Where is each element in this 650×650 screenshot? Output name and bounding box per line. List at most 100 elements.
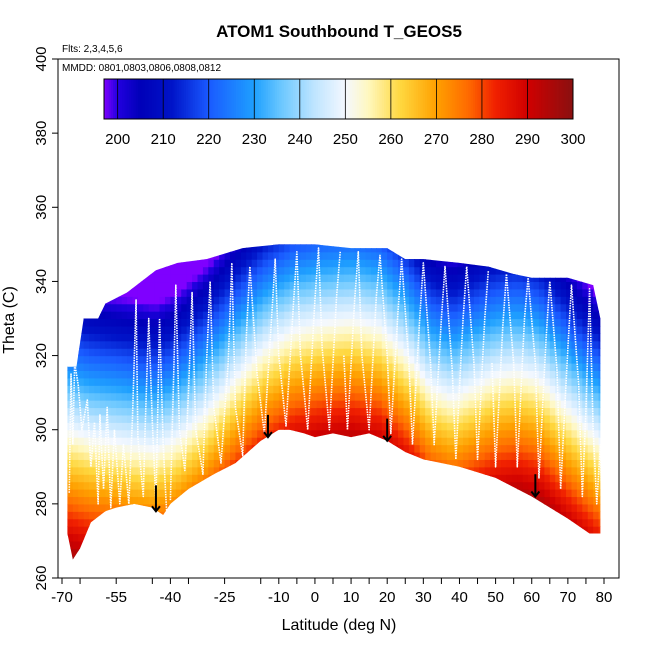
heatmap-cell [121,466,128,475]
heatmap-cell [587,451,594,460]
heatmap-cell [316,414,323,423]
heatmap-cell [127,555,134,560]
heatmap-cell [219,259,226,268]
heatmap-cell [354,422,361,431]
heatmap-cell [89,437,96,446]
heatmap-cell [105,303,112,312]
heatmap-cell [354,348,361,357]
heatmap-cell [110,274,117,283]
heatmap-cell [246,437,253,446]
colorbar-swatch [402,79,405,119]
colorbar-swatch [566,79,569,119]
heatmap-cell [110,526,117,535]
colorbar-swatch [144,79,148,119]
heatmap-cell [549,422,556,431]
heatmap-cell [549,474,556,483]
heatmap-cell [365,377,372,386]
heatmap-cell [343,481,350,490]
heatmap-cell [370,526,377,535]
heatmap-cell [72,511,79,520]
heatmap-cell [598,318,601,327]
heatmap-cell [587,533,594,542]
heatmap-cell [490,362,497,371]
heatmap-cell [511,496,518,505]
heatmap-cell [441,407,448,416]
heatmap-cell [533,540,540,549]
heatmap-cell [224,266,231,275]
heatmap-cell [137,392,144,401]
heatmap-cell [94,459,101,468]
heatmap-cell [311,325,318,334]
heatmap-cell [338,362,345,371]
heatmap-cell [571,251,578,260]
heatmap-cell [257,437,264,446]
heatmap-cell [387,348,394,357]
heatmap-cell [452,400,459,409]
heatmap-cell [571,407,578,416]
heatmap-cell [522,496,529,505]
colorbar-swatch [133,79,137,119]
heatmap-cell [305,526,312,535]
heatmap-cell [154,392,161,401]
heatmap-cell [538,429,545,438]
heatmap-cell [89,281,96,290]
heatmap-cell [208,444,215,453]
heatmap-cell [495,355,502,364]
heatmap-cell [78,437,85,446]
heatmap-cell [571,362,578,371]
heatmap-cell [587,474,594,483]
heatmap-cell [479,548,486,557]
heatmap-cell [278,385,285,394]
heatmap-cell [349,429,356,438]
heatmap-cell [143,266,150,275]
heatmap-cell [582,355,589,364]
heatmap-cell [159,355,166,364]
colorbar-swatch [352,79,355,119]
heatmap-cell [175,303,182,312]
heatmap-cell [235,437,242,446]
heatmap-cell [262,318,269,327]
heatmap-cell [376,370,383,379]
heatmap-cell [154,474,161,483]
heatmap-cell [544,474,551,483]
heatmap-cell [305,503,312,512]
heatmap-cell [349,526,356,535]
heatmap-cell [192,540,199,549]
heatmap-cell [213,518,220,527]
heatmap-cell [365,459,372,468]
heatmap-cell [246,370,253,379]
heatmap-cell [89,274,96,283]
heatmap-cell [295,414,302,423]
heatmap-cell [311,451,318,460]
heatmap-cell [490,274,497,283]
heatmap-cell [349,459,356,468]
heatmap-cell [408,474,415,483]
heatmap-cell [116,311,123,320]
heatmap-cell [398,437,405,446]
heatmap-cell [284,259,291,268]
y-axis-label: Theta (C) [1,286,18,354]
heatmap-cell [89,348,96,357]
colorbar-swatch [208,79,212,119]
heatmap-cell [164,244,171,245]
heatmap-cell [468,288,475,297]
heatmap-cell [430,503,437,512]
heatmap-cell [278,340,285,349]
heatmap-cell [208,370,215,379]
heatmap-cell [593,340,600,349]
heatmap-cell [159,489,166,498]
heatmap-cell [517,526,524,535]
heatmap-cell [94,437,101,446]
heatmap-cell [187,563,193,571]
heatmap-cell [202,429,209,438]
heatmap-cell [381,259,388,268]
heatmap-cell [511,333,518,342]
heatmap-cell [496,563,502,571]
heatmap-cell [517,274,524,283]
heatmap-cell [549,400,556,409]
heatmap-cell [560,414,567,423]
heatmap-cell [219,392,226,401]
heatmap-cell [381,459,388,468]
heatmap-cell [197,496,204,505]
heatmap-cell [192,348,199,357]
